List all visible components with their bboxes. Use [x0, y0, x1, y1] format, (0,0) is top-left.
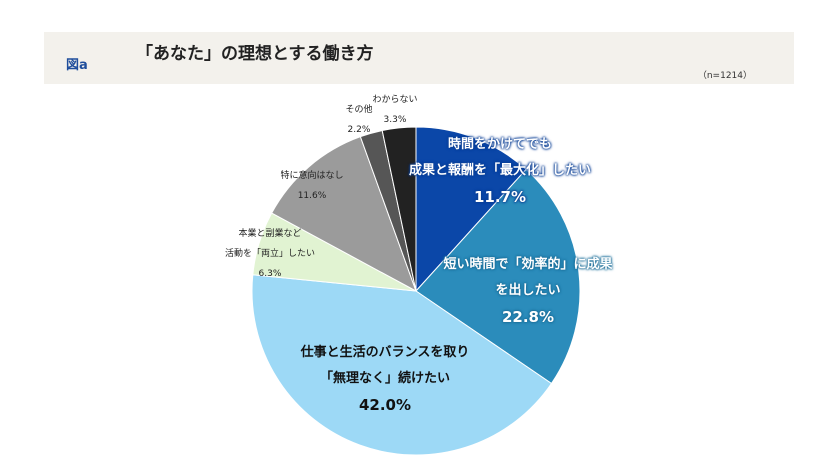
slice-label-maximize: 時間をかけてでも 成果と報酬を「最大化」したい 11.7%: [409, 132, 591, 210]
pie-slice-4: [271, 136, 417, 293]
pie-slice-1: [415, 168, 581, 385]
pie-slice-2: [251, 274, 553, 456]
label-line: 成果と報酬を「最大化」したい: [408, 163, 592, 178]
pie-slice-6: [381, 126, 417, 292]
label-line: その他: [345, 105, 373, 115]
data-label: 2.2%: [347, 125, 371, 135]
data-label: 6.3%: [258, 269, 282, 279]
label-line: 活動を「両立」したい: [224, 249, 316, 259]
data-label: 3.3%: [383, 115, 407, 125]
slice-label-unknown: わからない 3.3%: [372, 90, 417, 130]
figure-label: 図a: [66, 58, 88, 73]
chart-title: 「あなた」の理想とする働き方: [136, 44, 374, 64]
header-bar: 図a 「あなた」の理想とする働き方 （n=1214）: [44, 32, 794, 84]
label-line: 仕事と生活のバランスを取り: [300, 345, 470, 360]
slice-label-dual: 本業と副業など 活動を「両立」したい 6.3%: [225, 224, 315, 284]
label-line: 「無理なく」続けたい: [319, 371, 450, 386]
slice-label-balance: 仕事と生活のバランスを取り 「無理なく」続けたい 42.0%: [301, 340, 470, 418]
slice-label-other: その他 2.2%: [345, 100, 372, 140]
label-line: 時間をかけてでも: [447, 137, 553, 152]
label-line: わからない: [372, 95, 418, 105]
label-line: 短い時間で「効率的」に成果: [443, 257, 613, 272]
data-label: 42.0%: [358, 396, 412, 414]
slice-label-efficient: 短い時間で「効率的」に成果 を出したい 22.8%: [443, 252, 612, 330]
label-line: を出したい: [495, 283, 561, 298]
slice-label-none: 特に意向はなし 11.6%: [280, 166, 343, 206]
label-line: 本業と副業など: [238, 229, 302, 239]
label-line: 特に意向はなし: [280, 171, 344, 181]
data-label: 22.8%: [501, 308, 555, 326]
data-label: 11.6%: [297, 191, 327, 201]
sample-size: （n=1214）: [697, 71, 752, 81]
data-label: 11.7%: [473, 188, 527, 206]
pie-slice-0: [415, 126, 527, 293]
